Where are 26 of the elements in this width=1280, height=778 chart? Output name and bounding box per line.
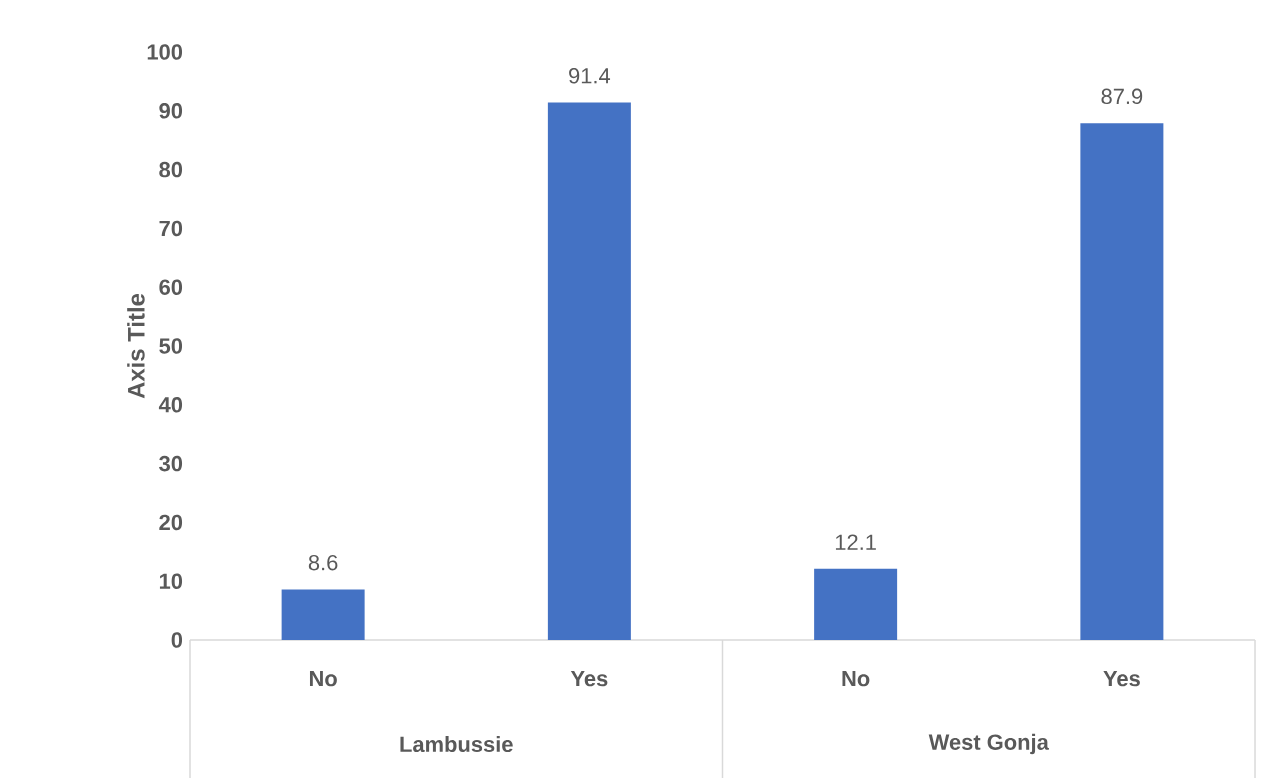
y-tick-label: 70 <box>159 220 183 237</box>
x-tick-label: Yes <box>570 671 608 687</box>
y-tick-label: 0 <box>171 632 183 648</box>
x-tick-label: Yes <box>1103 671 1140 687</box>
y-tick-label: 100 <box>147 44 183 60</box>
data-label: 91.4 <box>569 68 611 84</box>
data-label: 8.6 <box>308 554 338 571</box>
y-tick-label: 10 <box>159 573 183 589</box>
y-tick-label: 40 <box>158 397 183 413</box>
y-tick-label: 90 <box>159 103 183 119</box>
x-tick-label: No <box>309 671 337 687</box>
y-tick-label: 30 <box>159 455 183 472</box>
y-tick-label: 80 <box>159 161 183 178</box>
y-axis-title: Axis Title <box>127 293 145 399</box>
bar <box>547 102 631 640</box>
bar <box>814 568 898 640</box>
y-tick-label: 60 <box>159 279 183 295</box>
bar <box>281 589 365 640</box>
text: Lambussie <box>400 735 513 753</box>
y-tick-label: 50 <box>159 338 183 354</box>
text: West Gonja <box>928 733 1049 755</box>
bar <box>1080 123 1164 640</box>
y-tick-label: 20 <box>159 514 183 531</box>
data-label: 87.9 <box>1101 88 1143 105</box>
data-label: 12.1 <box>835 534 876 550</box>
x-tick-label: No <box>842 671 870 687</box>
